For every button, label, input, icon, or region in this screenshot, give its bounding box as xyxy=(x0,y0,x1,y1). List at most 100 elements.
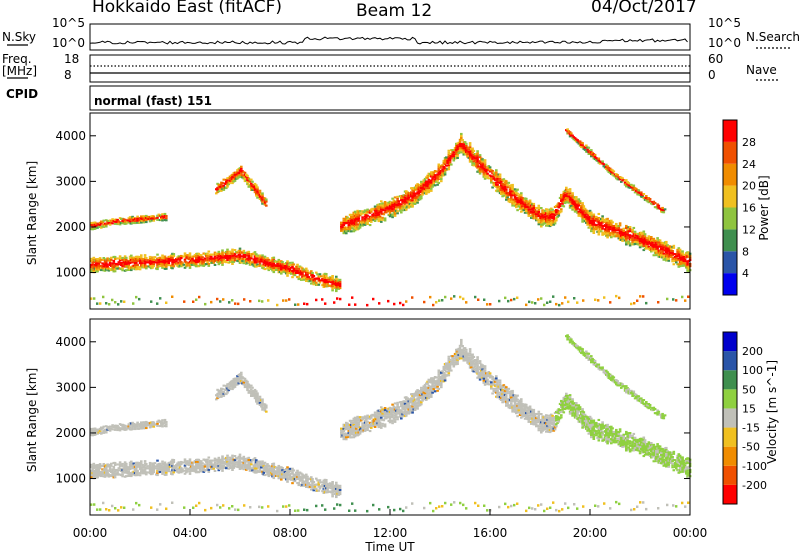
velocity-cell xyxy=(106,469,109,472)
power-cell xyxy=(571,192,574,195)
power-cell xyxy=(378,219,382,222)
power-cell xyxy=(221,181,224,184)
power-cell xyxy=(633,191,637,194)
power-cell xyxy=(399,301,402,305)
velocity-cell xyxy=(345,428,348,431)
power-cell xyxy=(488,170,492,173)
velocity-cell xyxy=(380,426,383,429)
power-cell xyxy=(258,299,261,303)
power-cell xyxy=(253,251,257,254)
power-cell xyxy=(627,240,631,243)
velocity-cell xyxy=(391,420,394,423)
velocity-cell xyxy=(445,370,448,373)
power-cell xyxy=(567,193,571,196)
power-cell xyxy=(413,202,417,205)
power-cell xyxy=(233,257,237,260)
power-cell xyxy=(521,201,524,204)
velocity-cell xyxy=(153,462,157,465)
power-cell xyxy=(500,180,503,183)
velocity-cell xyxy=(256,463,259,466)
power-cell xyxy=(272,262,276,265)
power-cell xyxy=(305,267,308,270)
power-cell xyxy=(495,181,498,184)
power-cell xyxy=(408,200,412,203)
power-cell xyxy=(642,242,646,245)
power-cell xyxy=(555,302,558,306)
power-cell xyxy=(131,222,134,225)
power-cell xyxy=(233,249,237,252)
power-cell xyxy=(125,265,128,268)
power-cell xyxy=(581,144,584,147)
power-cell xyxy=(460,149,463,152)
power-cell xyxy=(526,203,529,206)
velocity-cell xyxy=(323,482,327,485)
power-cell xyxy=(492,183,496,186)
power-cell xyxy=(222,254,226,257)
power-cell xyxy=(545,224,548,227)
power-cell xyxy=(157,213,161,216)
power-cell xyxy=(478,170,482,173)
velocity-cell xyxy=(188,472,192,475)
power-cell xyxy=(537,221,541,224)
power-cell xyxy=(678,248,682,251)
power-cell xyxy=(662,211,666,214)
power-cell xyxy=(107,221,111,224)
power-cell xyxy=(505,188,508,191)
velocity-cell xyxy=(255,459,258,462)
power-cell xyxy=(537,215,541,218)
power-cell xyxy=(382,213,386,216)
power-cell xyxy=(400,203,403,206)
power-cell xyxy=(525,197,528,200)
power-cell xyxy=(511,183,514,186)
velocity-cell xyxy=(216,462,219,465)
velocity-cell xyxy=(128,467,132,470)
power-cell xyxy=(291,276,294,279)
velocity-cell xyxy=(383,423,387,426)
power-cell xyxy=(472,149,476,152)
power-cell xyxy=(113,222,117,225)
power-cell xyxy=(593,156,597,159)
power-cell xyxy=(358,212,362,215)
power-cell xyxy=(617,229,621,232)
velocity-cell xyxy=(362,417,366,420)
power-cell xyxy=(363,223,367,226)
velocity-cell xyxy=(280,476,283,479)
velocity-cell xyxy=(407,412,411,415)
power-cell xyxy=(218,187,222,190)
velocity-cell xyxy=(275,472,278,475)
power-cell xyxy=(551,208,554,211)
power-cell xyxy=(386,206,389,209)
velocity-cell xyxy=(125,464,128,467)
power-cell xyxy=(471,147,474,150)
velocity-cell xyxy=(415,402,418,405)
velocity-cell xyxy=(401,411,404,414)
power-cell xyxy=(263,203,267,206)
power-cell xyxy=(581,216,584,219)
power-cell xyxy=(152,263,156,266)
power-cell xyxy=(152,219,156,222)
velocity-cell xyxy=(370,416,373,419)
power-cell xyxy=(510,298,513,302)
power-cell xyxy=(113,257,117,260)
power-cell xyxy=(608,167,612,170)
velocity-cell xyxy=(192,461,196,464)
velocity-cell xyxy=(456,362,459,365)
velocity-cell xyxy=(158,462,162,465)
power-cell xyxy=(606,236,609,239)
velocity-cell xyxy=(211,459,214,462)
velocity-cell xyxy=(425,398,428,401)
power-cell xyxy=(93,297,96,300)
velocity-cell xyxy=(443,379,447,382)
velocity-cell xyxy=(331,495,334,498)
velocity-cell xyxy=(391,403,394,406)
power-cell xyxy=(263,268,267,271)
power-cell xyxy=(117,303,120,306)
power-cell xyxy=(395,207,398,210)
power-cell xyxy=(575,198,578,201)
power-cell xyxy=(372,214,376,217)
power-cell xyxy=(216,256,219,259)
power-cell xyxy=(251,263,254,266)
power-cell xyxy=(240,171,243,174)
power-cell xyxy=(452,155,456,158)
power-cell xyxy=(562,205,566,208)
